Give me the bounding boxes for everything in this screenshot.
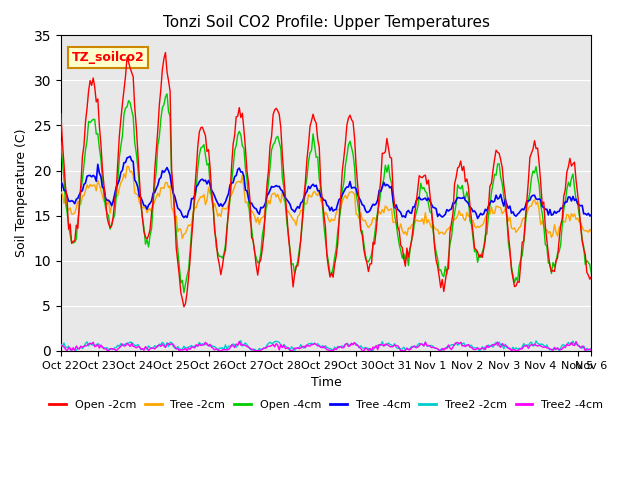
X-axis label: Time: Time: [311, 376, 342, 389]
Title: Tonzi Soil CO2 Profile: Upper Temperatures: Tonzi Soil CO2 Profile: Upper Temperatur…: [163, 15, 490, 30]
Legend: Open -2cm, Tree -2cm, Open -4cm, Tree -4cm, Tree2 -2cm, Tree2 -4cm: Open -2cm, Tree -2cm, Open -4cm, Tree -4…: [45, 396, 608, 415]
Y-axis label: Soil Temperature (C): Soil Temperature (C): [15, 129, 28, 257]
Text: TZ_soilco2: TZ_soilco2: [72, 51, 144, 64]
